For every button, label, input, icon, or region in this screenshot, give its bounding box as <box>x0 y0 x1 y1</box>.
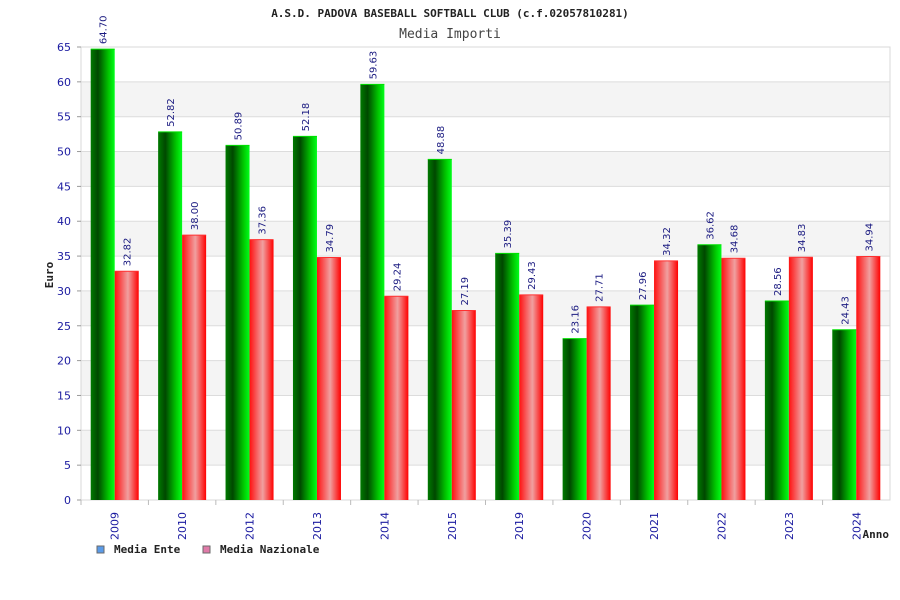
bar-media-nazionale-2022 <box>721 258 746 500</box>
data-label: 23.16 <box>571 305 582 334</box>
grid-band <box>81 290 890 326</box>
y-tick-label: 15 <box>57 389 71 402</box>
data-label: 52.18 <box>301 103 312 132</box>
grid-band <box>81 430 890 466</box>
data-label: 34.79 <box>325 224 336 253</box>
x-tick-label: 2021 <box>648 512 661 540</box>
data-label: 29.43 <box>527 261 538 290</box>
bar-media-ente-2021 <box>630 305 655 500</box>
y-tick-label: 65 <box>57 41 71 54</box>
y-tick-label: 40 <box>57 215 71 228</box>
bar-media-nazionale-2010 <box>182 235 207 500</box>
bar-media-ente-2024 <box>832 329 857 500</box>
data-label: 27.19 <box>460 277 471 306</box>
bars <box>90 48 881 501</box>
chart-subtitle: Media Importi <box>399 27 501 42</box>
data-label: 34.94 <box>864 223 875 252</box>
data-labels: 64.70 32.82 52.82 38.00 50.89 37.36 52.18 34.79… <box>99 15 876 333</box>
data-label: 50.89 <box>234 112 245 141</box>
bar-media-nazionale-2009 <box>114 271 139 500</box>
data-label: 35.39 <box>503 220 514 249</box>
bar-media-ente-2015 <box>427 159 452 500</box>
bar-media-ente-2020 <box>562 338 587 500</box>
data-label: 59.63 <box>368 51 379 80</box>
bar-media-ente-2014 <box>360 84 385 500</box>
bar-media-nazionale-2014 <box>384 296 409 500</box>
data-label: 48.88 <box>436 126 447 155</box>
bar-media-ente-2022 <box>697 244 722 500</box>
grid-band <box>81 221 890 257</box>
legend-label-media-ente: Media Ente <box>114 543 181 556</box>
bar-media-ente-2019 <box>495 253 520 500</box>
data-label: 27.96 <box>638 271 649 300</box>
bar-media-nazionale-2012 <box>249 239 274 501</box>
bar-media-nazionale-2019 <box>519 294 544 500</box>
chart-title: A.S.D. PADOVA BASEBALL SOFTBALL CLUB (c.… <box>271 7 629 20</box>
x-tick-label: 2019 <box>513 512 526 540</box>
bar-media-ente-2010 <box>158 131 183 500</box>
y-tick-label: 0 <box>64 494 71 507</box>
data-label: 27.71 <box>595 273 606 302</box>
y-tick-label: 20 <box>57 355 71 368</box>
data-label: 34.68 <box>729 225 740 254</box>
bar-media-ente-2023 <box>764 300 789 500</box>
y-axis-ticks: 0 5 10 15 20 25 30 35 40 45 50 55 60 65 <box>57 41 81 507</box>
legend-swatch-media-nazionale <box>202 545 211 554</box>
y-tick-label: 25 <box>57 320 71 333</box>
bar-media-ente-2009 <box>90 49 115 501</box>
data-label: 36.62 <box>705 211 716 240</box>
data-label: 34.83 <box>797 224 808 253</box>
data-label: 37.36 <box>258 206 269 235</box>
x-tick-label: 2013 <box>311 512 324 540</box>
bar-media-nazionale-2013 <box>316 257 341 500</box>
bar-media-nazionale-2024 <box>856 256 881 500</box>
bar-media-nazionale-2023 <box>788 257 813 500</box>
bar-media-ente-2012 <box>225 145 250 500</box>
x-tick-label: 2024 <box>850 512 863 540</box>
bar-media-nazionale-2020 <box>586 306 611 500</box>
x-tick-label: 2012 <box>244 512 257 540</box>
y-tick-label: 50 <box>57 146 71 159</box>
x-tick-label: 2009 <box>109 512 122 540</box>
x-tick-label: 2022 <box>715 512 728 540</box>
grid-band <box>81 151 890 187</box>
data-label: 28.56 <box>773 267 784 296</box>
bar-media-ente-2013 <box>292 136 317 501</box>
y-tick-label: 45 <box>57 180 71 193</box>
y-tick-label: 55 <box>57 111 71 124</box>
grid-band <box>81 81 890 117</box>
x-tick-label: 2015 <box>446 512 459 540</box>
x-tick-label: 2010 <box>176 512 189 540</box>
data-label: 29.24 <box>392 263 403 292</box>
background-bands <box>81 81 890 466</box>
legend: Media Ente Media Nazionale <box>96 543 320 556</box>
data-label: 24.43 <box>840 296 851 325</box>
grid-band <box>81 360 890 396</box>
y-tick-label: 5 <box>64 459 71 472</box>
y-axis-label: Euro <box>43 261 56 288</box>
y-tick-label: 10 <box>57 424 71 437</box>
data-label: 34.32 <box>662 227 673 256</box>
x-tick-label: 2020 <box>581 512 594 540</box>
legend-swatch-media-ente <box>96 545 105 554</box>
data-label: 64.70 <box>99 15 110 44</box>
data-label: 32.82 <box>123 238 134 267</box>
data-label: 38.00 <box>190 202 201 231</box>
x-tick-label: 2014 <box>378 512 391 540</box>
x-tick-label: 2023 <box>783 512 796 540</box>
y-tick-label: 60 <box>57 76 71 89</box>
bar-media-nazionale-2021 <box>654 260 679 500</box>
legend-label-media-nazionale: Media Nazionale <box>220 543 320 556</box>
data-label: 52.82 <box>166 98 177 127</box>
y-tick-label: 30 <box>57 285 71 298</box>
bar-media-nazionale-2015 <box>451 310 476 500</box>
x-axis-label: Anno <box>863 528 890 541</box>
y-tick-label: 35 <box>57 250 71 263</box>
x-axis-ticks: 2009 2010 2012 2013 2014 2015 2019 2020 2021 2022… <box>80 500 863 540</box>
